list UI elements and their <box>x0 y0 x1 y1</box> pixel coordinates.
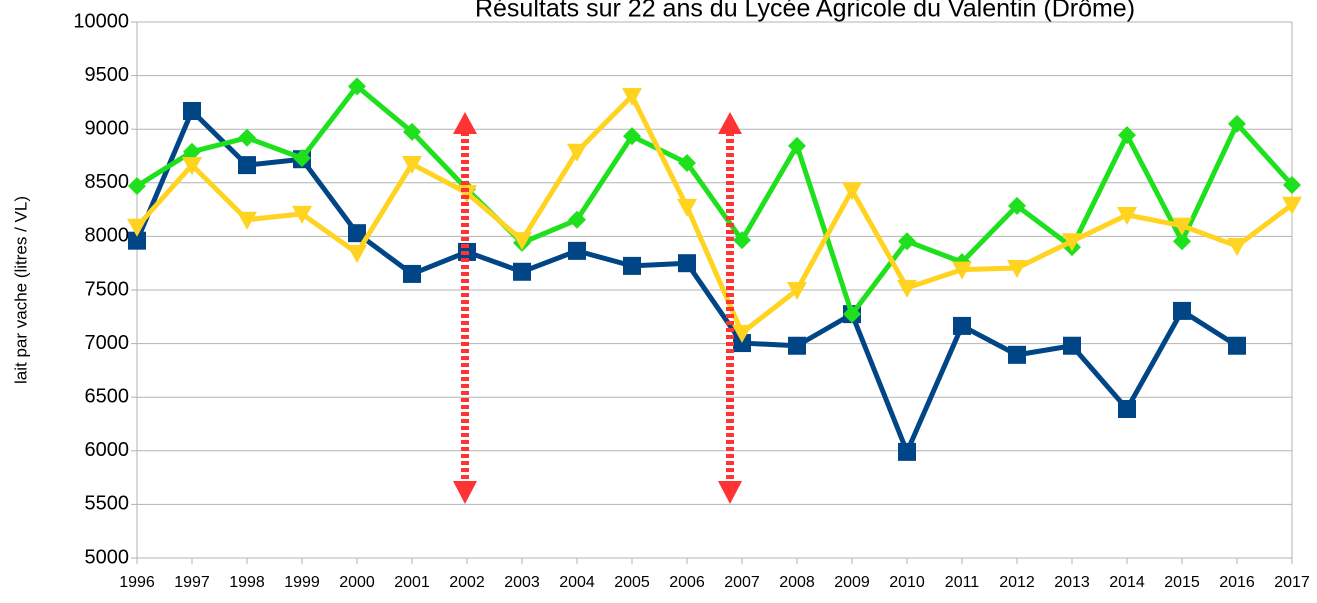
x-tick-label: 2005 <box>614 574 650 591</box>
data-point <box>952 261 972 280</box>
y-tick-label: 5000 <box>85 546 130 568</box>
data-point <box>1062 233 1082 252</box>
data-point <box>1283 175 1301 194</box>
y-tick-label: 7500 <box>85 278 130 300</box>
data-point <box>403 122 421 141</box>
data-point <box>1173 232 1191 251</box>
data-point <box>403 264 421 283</box>
data-point <box>953 316 971 335</box>
y-tick-label: 9000 <box>85 117 130 139</box>
data-point <box>1282 196 1302 215</box>
data-point <box>1172 217 1192 236</box>
y-tick-label: 10000 <box>73 10 129 32</box>
y-tick-label: 6500 <box>85 385 130 407</box>
x-tick-label: 2013 <box>1054 574 1090 591</box>
x-tick-label: 2017 <box>1274 574 1310 591</box>
x-tick-label: 2000 <box>339 574 375 591</box>
x-tick-label: 2007 <box>724 574 760 591</box>
x-tick-label: 2003 <box>504 574 540 591</box>
y-tick-label: 7000 <box>85 332 130 354</box>
data-point <box>238 156 256 175</box>
data-point <box>732 324 752 343</box>
data-point <box>402 156 422 175</box>
y-tick-label: 6000 <box>85 439 130 461</box>
x-tick-label: 2011 <box>945 574 980 591</box>
x-tick-label: 2001 <box>394 574 430 591</box>
x-tick-label: 2008 <box>779 574 815 591</box>
data-point <box>513 262 531 281</box>
data-point <box>733 334 751 353</box>
data-point <box>677 198 697 217</box>
data-point <box>1228 336 1246 355</box>
data-point <box>898 232 916 251</box>
data-point <box>128 177 146 196</box>
data-point <box>1117 206 1137 225</box>
data-point <box>237 211 257 230</box>
data-point <box>127 218 147 237</box>
data-point <box>897 279 917 298</box>
x-tick-label: 2010 <box>889 574 925 591</box>
x-tick-label: 2012 <box>999 574 1035 591</box>
data-point <box>182 157 202 176</box>
data-point <box>347 245 367 264</box>
data-point <box>128 231 146 250</box>
x-tick-label: 1996 <box>119 574 155 591</box>
x-tick-label: 2004 <box>559 574 595 591</box>
series-line <box>135 83 1294 317</box>
data-point <box>348 224 366 243</box>
data-point <box>623 256 641 275</box>
data-point <box>788 336 806 355</box>
x-tick-label: 2016 <box>1219 574 1255 591</box>
y-tick-label: 5500 <box>85 493 130 515</box>
data-point <box>788 136 806 155</box>
data-point <box>567 143 587 162</box>
plot-area: 5000 5500 6000 6500 7000 7500 8000 8500 9000 9500… <box>73 10 1310 591</box>
data-point <box>622 87 642 106</box>
data-point <box>1227 238 1247 257</box>
x-tick-label: 2009 <box>834 574 870 591</box>
break-arrow <box>718 112 742 504</box>
chart-title: Résultats sur 22 ans du Lycée Agricole d… <box>475 0 1135 23</box>
data-point <box>568 210 586 229</box>
data-point <box>348 77 366 96</box>
data-point <box>293 149 311 168</box>
data-point <box>292 205 312 224</box>
data-point <box>238 128 256 147</box>
x-tick-label: 1999 <box>284 574 320 591</box>
data-point <box>1173 301 1191 320</box>
data-point <box>512 232 532 251</box>
data-point <box>898 442 916 461</box>
data-point <box>787 282 807 300</box>
data-point <box>568 241 586 260</box>
data-point <box>678 153 696 172</box>
data-point <box>842 182 862 201</box>
x-tick-label: 2014 <box>1109 574 1145 591</box>
data-point <box>183 101 201 120</box>
x-tick-label: 2006 <box>669 574 705 591</box>
data-point <box>1118 126 1136 145</box>
data-point <box>1008 196 1026 215</box>
y-tick-label: 8500 <box>85 171 130 193</box>
y-tick-label: 8000 <box>85 225 130 247</box>
x-tick-label: 1997 <box>174 574 210 591</box>
data-point <box>1063 336 1081 355</box>
data-point <box>1007 260 1027 279</box>
data-point <box>1118 399 1136 418</box>
break-arrow <box>453 112 477 504</box>
y-tick-label: 9500 <box>85 64 130 86</box>
data-point <box>678 254 696 273</box>
data-point <box>843 305 861 324</box>
x-tick-label: 2002 <box>449 574 485 591</box>
data-point <box>623 127 641 146</box>
x-tick-label: 2015 <box>1164 574 1200 591</box>
data-point <box>183 142 201 161</box>
data-point <box>1228 114 1246 133</box>
x-tick-label: 1998 <box>229 574 265 591</box>
data-point <box>1008 345 1026 364</box>
data-point <box>733 231 751 250</box>
series-line <box>135 93 1294 336</box>
y-axis-label: lait par vache (litres / VL) <box>11 196 30 384</box>
